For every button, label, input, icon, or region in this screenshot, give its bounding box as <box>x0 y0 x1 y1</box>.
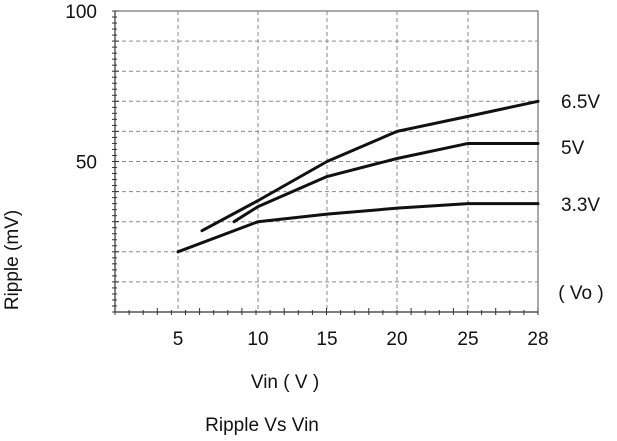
x-tick-label: 28 <box>527 329 548 350</box>
x-axis-label: Vin ( V ) <box>251 372 319 393</box>
axes-layer <box>112 10 539 315</box>
y-tick-label: 100 <box>65 2 97 23</box>
series-line-3.3V <box>176 202 540 254</box>
y-tick-label: 50 <box>76 153 97 174</box>
x-tick-label: 25 <box>457 329 478 350</box>
series-label-6.5V: 6.5V <box>561 92 600 113</box>
series-line-6.5V <box>200 99 540 233</box>
x-tick-label: 15 <box>316 329 337 350</box>
x-tick-label: 10 <box>247 329 268 350</box>
series-line-5V <box>232 141 540 224</box>
label-layer: 5 10 15 20 25 28 100 50 Vin ( V ) Ripple (mV) Ripp… <box>2 2 604 436</box>
series-label-3.3V: 3.3V <box>561 195 600 216</box>
series-layer <box>176 99 540 254</box>
legend-title: ( Vo ) <box>558 283 603 304</box>
x-tick-label: 5 <box>173 329 184 350</box>
series-label-5V: 5V <box>561 138 585 159</box>
y-axis-label: Ripple (mV) <box>2 210 23 310</box>
chart-caption: Ripple Vs Vin <box>205 415 319 436</box>
x-tick-label: 20 <box>386 329 407 350</box>
grid-layer <box>114 10 539 313</box>
